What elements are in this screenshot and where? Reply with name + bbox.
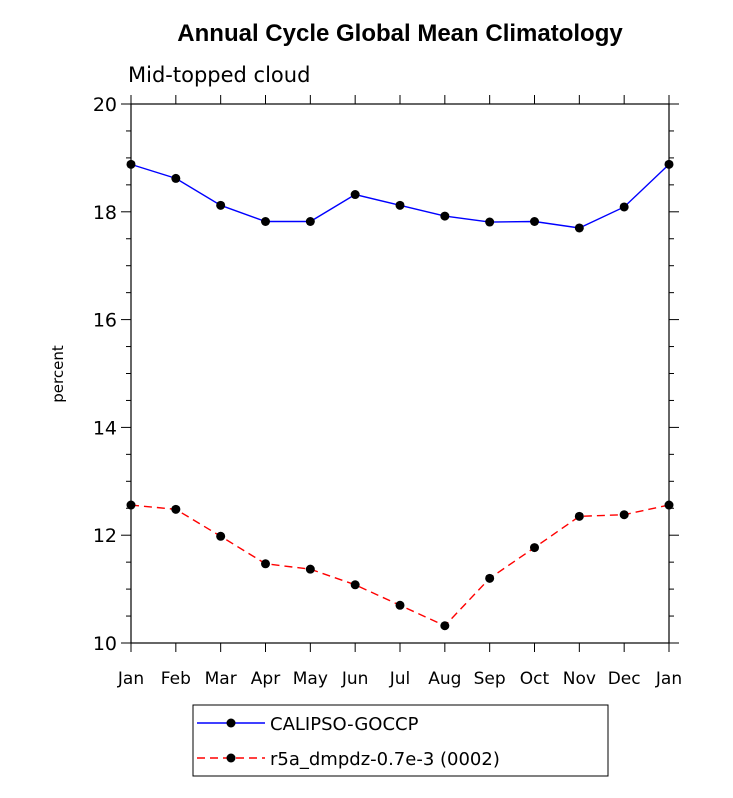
x-tick-label: Oct (520, 669, 550, 689)
data-point (171, 504, 181, 514)
chart-subtitle: Mid-topped cloud (128, 63, 310, 87)
data-point (574, 223, 584, 233)
legend-box (192, 704, 609, 777)
data-point (574, 511, 584, 521)
x-tick-label: Mar (205, 669, 237, 689)
data-point (485, 573, 495, 583)
data-point (305, 564, 315, 574)
y-tick-label: 10 (93, 633, 117, 655)
y-tick-label: 16 (93, 310, 117, 332)
y-tick-label: 18 (93, 202, 117, 224)
y-tick-label: 12 (93, 525, 117, 547)
x-tick-label: Jan (117, 669, 144, 689)
series-layer (126, 159, 674, 631)
data-point (395, 600, 405, 610)
data-point (216, 200, 226, 210)
data-point (350, 580, 360, 590)
y-tick-label: 20 (93, 94, 117, 116)
legend-marker-calipso (226, 718, 236, 728)
x-tick-label: Dec (608, 669, 641, 689)
data-point (440, 211, 450, 221)
x-tick-label: Sep (474, 669, 506, 689)
axis-ticks (121, 95, 679, 652)
chart-title: Annual Cycle Global Mean Climatology (177, 20, 623, 47)
data-point (530, 217, 539, 227)
legend: CALIPSO-GOCCP r5a_dmpdz-0.7e-3 (0002) (192, 704, 609, 777)
x-tick-label: Apr (251, 669, 280, 689)
data-point (261, 559, 270, 569)
data-point (350, 190, 360, 200)
y-tick-label: 14 (93, 417, 117, 439)
y-axis-label: percent (49, 345, 67, 403)
data-point (395, 200, 405, 210)
data-point (530, 543, 539, 553)
x-tick-label: Jan (655, 669, 682, 689)
x-tick-label: May (293, 669, 328, 689)
legend-label-r5a: r5a_dmpdz-0.7e-3 (0002) (270, 749, 500, 770)
plot-frame (130, 103, 670, 644)
data-point (216, 531, 226, 541)
data-point (440, 621, 450, 631)
data-point (619, 510, 629, 520)
legend-marker-r5a (226, 753, 236, 763)
x-tick-label: Feb (161, 669, 191, 689)
data-point (171, 173, 181, 183)
legend-label-calipso: CALIPSO-GOCCP (270, 714, 419, 735)
tick-labels: 10 12 14 16 18 20 Jan Feb Mar Apr May Jun Jul Aug Sep O… (93, 94, 682, 689)
series-line-0 (130, 163, 670, 229)
data-point (305, 217, 315, 227)
x-tick-label: Nov (563, 669, 596, 689)
x-tick-label: Jul (389, 669, 411, 689)
data-point (261, 217, 270, 227)
x-tick-label: Aug (428, 669, 461, 689)
data-point (619, 202, 629, 212)
x-tick-label: Jun (341, 669, 369, 689)
data-point (485, 217, 495, 227)
